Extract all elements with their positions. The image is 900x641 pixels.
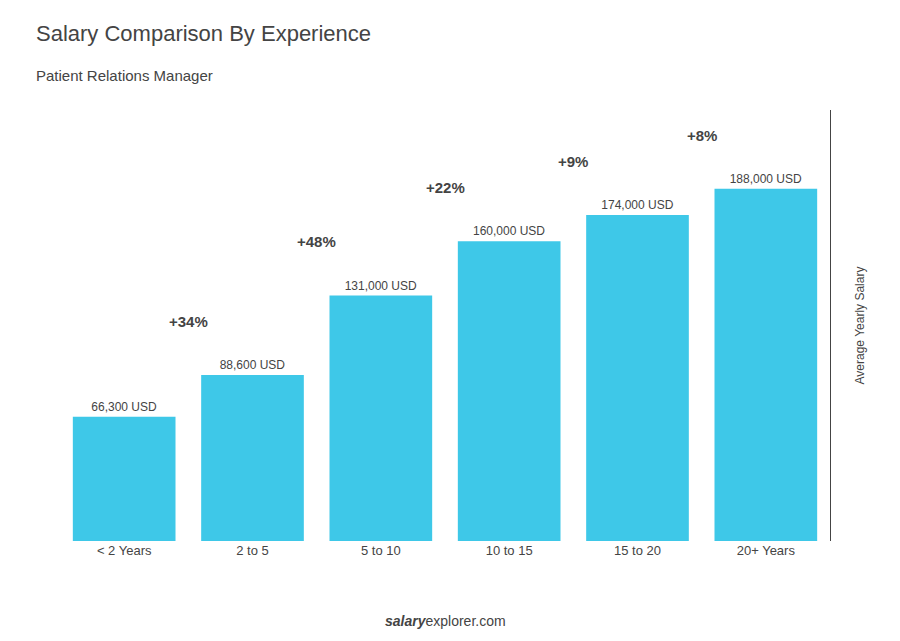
svg-text:2 to 5: 2 to 5 <box>236 543 269 558</box>
svg-text:188,000 USD: 188,000 USD <box>730 172 802 186</box>
svg-text:+8%: +8% <box>687 127 717 144</box>
svg-text:66,300 USD: 66,300 USD <box>91 400 157 414</box>
svg-text:+34%: +34% <box>169 313 208 330</box>
svg-text:Patient Relations Manager: Patient Relations Manager <box>36 67 213 84</box>
svg-text:5 to 10: 5 to 10 <box>361 543 401 558</box>
svg-text:Average Yearly Salary: Average Yearly Salary <box>853 267 867 385</box>
svg-text:131,000 USD: 131,000 USD <box>345 279 417 293</box>
svg-text:160,000 USD: 160,000 USD <box>473 224 545 238</box>
svg-text:salaryexplorer.com: salaryexplorer.com <box>385 613 506 629</box>
svg-text:+22%: +22% <box>426 179 465 196</box>
svg-text:< 2 Years: < 2 Years <box>97 543 152 558</box>
svg-text:+48%: +48% <box>297 233 336 250</box>
svg-text:20+ Years: 20+ Years <box>737 543 796 558</box>
svg-text:15 to 20: 15 to 20 <box>614 543 661 558</box>
svg-text:10 to 15: 10 to 15 <box>486 543 533 558</box>
svg-text:88,600 USD: 88,600 USD <box>220 358 286 372</box>
svg-text:Salary Comparison By Experienc: Salary Comparison By Experience <box>36 21 371 46</box>
svg-text:+9%: +9% <box>558 153 588 170</box>
svg-text:174,000 USD: 174,000 USD <box>601 198 673 212</box>
